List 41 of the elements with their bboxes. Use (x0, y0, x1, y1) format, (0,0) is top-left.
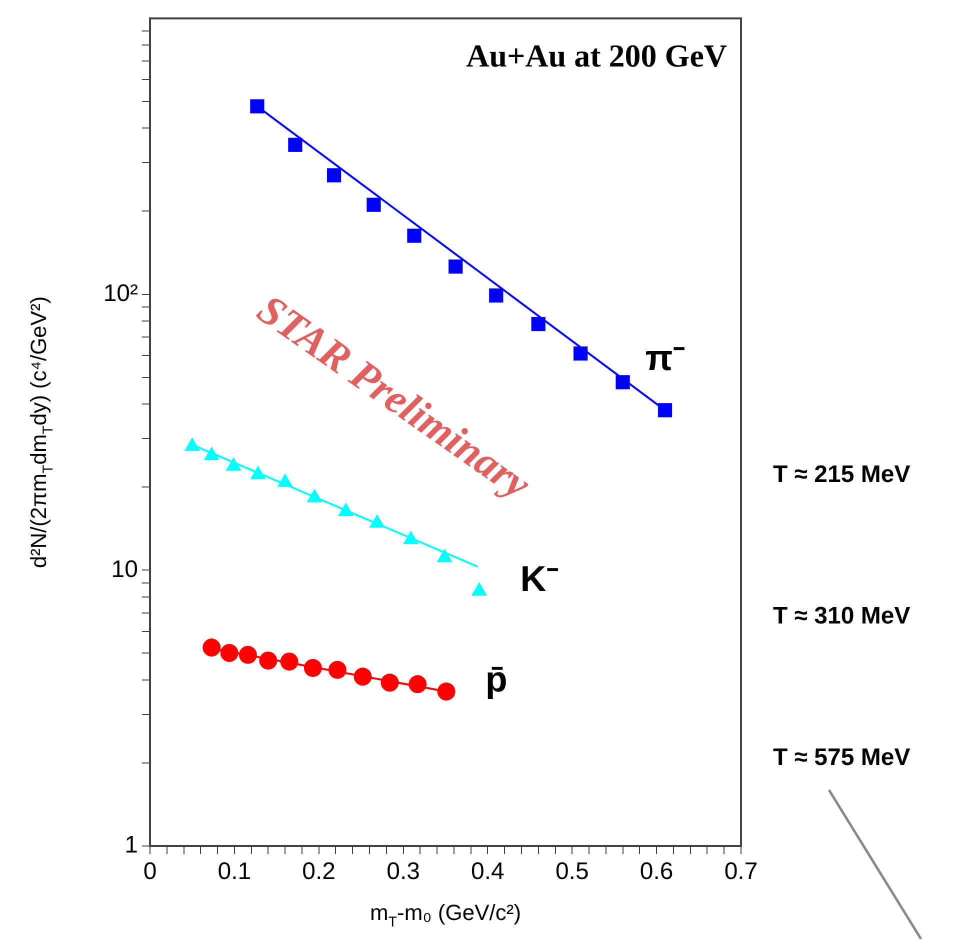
x-tick-label: 0.2 (302, 858, 336, 886)
text: T ≈ 575 MeV (773, 744, 910, 771)
point (489, 288, 504, 303)
x-tick-label: 0.7 (724, 858, 758, 886)
point (280, 652, 298, 671)
x-tick-label: 0.6 (640, 858, 674, 886)
point (574, 346, 588, 361)
y-tick-label: 10² (103, 280, 138, 307)
point (202, 638, 221, 657)
x-tick-label: 0.1 (218, 858, 252, 886)
x-tick-label: 0.3 (386, 858, 420, 886)
text: T ≈ 215 MeV (773, 460, 910, 488)
series-label: K⁻ (520, 558, 558, 599)
point (250, 99, 264, 114)
point (328, 660, 346, 679)
series-label: p̄ (485, 658, 508, 700)
point (380, 674, 399, 692)
point (288, 138, 302, 152)
annotation: Au+Au at 200 GeV (466, 38, 727, 74)
x-tick-label: 0.5 (555, 858, 589, 886)
point (326, 168, 342, 182)
point (437, 682, 456, 701)
text: T ≈ 310 MeV (773, 602, 910, 630)
point (354, 668, 372, 686)
point (238, 646, 257, 664)
point (366, 198, 381, 212)
point (407, 228, 422, 243)
y-tick-label: 1 (124, 832, 138, 859)
point (658, 403, 672, 418)
point (304, 658, 322, 677)
series-label: π⁻ (645, 337, 685, 378)
point (220, 644, 238, 662)
y-axis-title: d²N/(2πmTdmTdy) (c⁴/GeV²) (26, 296, 57, 568)
point (531, 316, 546, 332)
point (448, 260, 463, 274)
point (259, 652, 278, 670)
x-tick-label: 0 (143, 858, 157, 886)
point (408, 675, 427, 694)
y-tick-label: 10 (111, 556, 138, 583)
point (616, 375, 630, 390)
x-tick-label: 0.4 (471, 858, 504, 886)
